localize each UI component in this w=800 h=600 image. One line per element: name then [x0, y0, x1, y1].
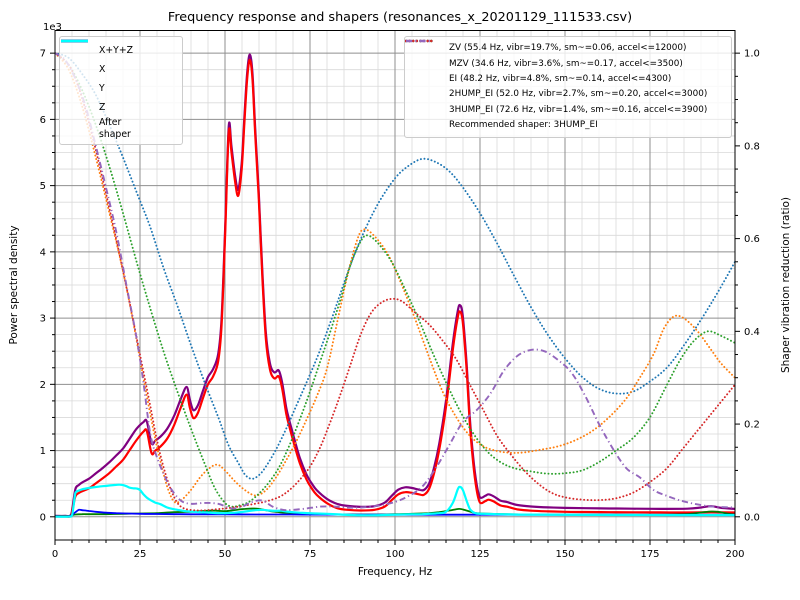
y-left-tick-label: 5 — [40, 181, 46, 192]
y-right-tick-label: 0.4 — [744, 327, 760, 338]
y-left-tick-label: 7 — [40, 49, 46, 60]
legend-shaper-item-mzv: MZV (34.6 Hz, vibr=3.6%, sm~=0.17, accel… — [405, 39, 724, 71]
x-tick-label: 0 — [52, 549, 58, 560]
legend-recommended-item-footer: Recommended shaper: 3HUMP_EI — [412, 118, 724, 133]
legend-psd-label: Z — [99, 101, 106, 113]
legend-shaper-label: 2HUMP_EI (52.0 Hz, vibr=2.7%, sm~=0.20, … — [449, 89, 708, 100]
series-x — [55, 58, 735, 518]
x-tick-label: 100 — [385, 549, 404, 560]
legend-shaper-label: 3HUMP_EI (72.6 Hz, vibr=1.4%, sm~=0.16, … — [449, 104, 708, 115]
y-left-tick-label: 4 — [40, 247, 46, 258]
y-left-tick-label: 6 — [40, 115, 46, 126]
y-left-tick-label: 2 — [40, 380, 46, 391]
x-tick-label: 125 — [470, 549, 489, 560]
legend-psd-item-x: X — [61, 39, 176, 79]
legend-psd-label: After shaper — [99, 117, 131, 140]
y-right-tick-label: 0.6 — [744, 234, 760, 245]
series-three_hump — [55, 52, 735, 512]
y-right-tick-label: 0.2 — [744, 420, 760, 431]
x-tick-label: 150 — [555, 549, 574, 560]
legend-shaper-item-two_hump: 2HUMP_EI (52.0 Hz, vibr=2.7%, sm~=0.20, … — [405, 39, 724, 102]
y-left-tick-label: 1 — [40, 446, 46, 457]
series-two_hump — [55, 52, 735, 512]
legend-shaper-item-three_hump: 3HUMP_EI (72.6 Hz, vibr=1.4%, sm~=0.16, … — [406, 39, 724, 118]
x-tick-label: 75 — [304, 549, 317, 560]
legend-shaper-label: MZV (34.6 Hz, vibr=3.6%, sm~=0.17, accel… — [449, 58, 683, 69]
x-axis-label: Frequency, Hz — [357, 566, 433, 578]
series-sum — [55, 53, 735, 518]
y-left-tick-label: 0 — [40, 512, 46, 523]
legend-psd-item-z: Z — [61, 39, 176, 117]
y-axis-offset-text: 1e3 — [43, 22, 62, 33]
legend-psd-label: X — [99, 63, 106, 75]
y-left-tick-label: 3 — [40, 314, 46, 325]
tick-labels: 0 25 50 75 100 125 150 175 200 0 1 2 3 4 5 6 7 0.0 0.2 0.4 0… — [40, 49, 760, 560]
legend-psd-item-after: After shaper — [61, 39, 176, 140]
series-after — [55, 483, 735, 518]
series-group — [55, 52, 735, 518]
x-tick-label: 200 — [725, 549, 744, 560]
legend-psd-label: X+Y+Z — [99, 44, 133, 56]
x-tick-label: 25 — [134, 549, 147, 560]
legend-recommended-label: Recommended shaper: 3HUMP_EI — [449, 120, 598, 131]
legend-psd-label: Y — [99, 82, 105, 94]
y-axis-label-left: Power spectral density — [8, 225, 20, 345]
series-ei — [55, 52, 735, 508]
chart-title: Frequency response and shapers (resonanc… — [167, 10, 633, 25]
ticks — [50, 52, 740, 545]
legend-psd-item-y: Y — [61, 39, 176, 98]
y-right-tick-label: 0.0 — [744, 512, 760, 523]
legend-shaper-label: EI (48.2 Hz, vibr=4.8%, sm~=0.14, accel<… — [449, 73, 672, 84]
y-right-tick-label: 1.0 — [744, 49, 760, 60]
x-tick-label: 50 — [219, 549, 232, 560]
legend-shapers: ZV (55.4 Hz, vibr=19.7%, sm~=0.06, accel… — [404, 36, 732, 139]
y-right-tick-label: 0.8 — [744, 141, 760, 152]
legend-psd: X+Y+Z X Y Z After shaper — [59, 36, 183, 146]
y-axis-label-right: Shaper vibration reduction (ratio) — [780, 196, 792, 374]
legend-shaper-label: ZV (55.4 Hz, vibr=19.7%, sm~=0.06, accel… — [449, 43, 687, 54]
legend-shaper-item-ei: EI (48.2 Hz, vibr=4.8%, sm~=0.14, accel<… — [405, 39, 724, 87]
x-tick-label: 175 — [640, 549, 659, 560]
